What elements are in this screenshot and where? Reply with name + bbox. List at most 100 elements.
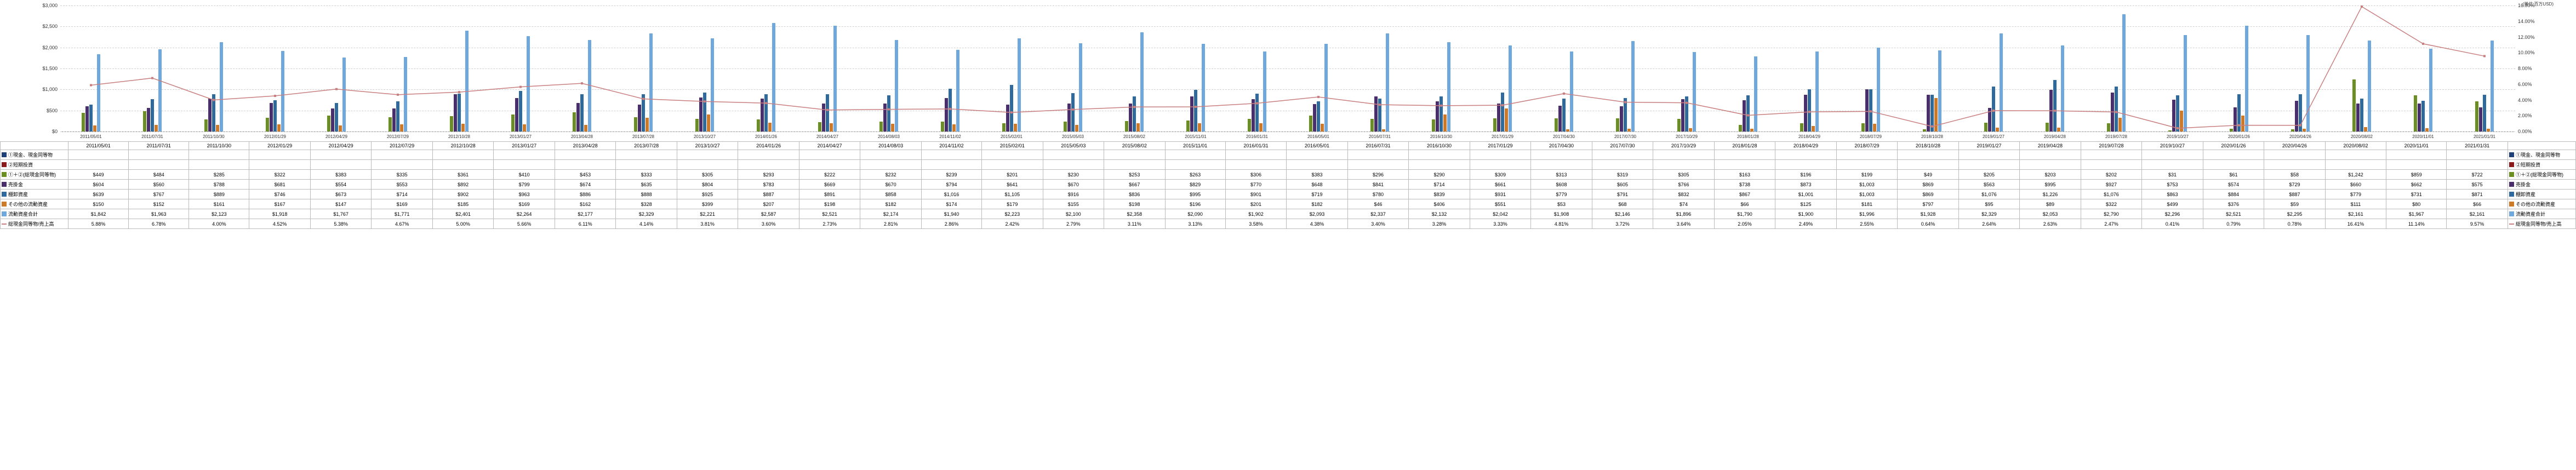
bar-s6: [277, 124, 281, 131]
data-cell: $58: [2264, 170, 2326, 180]
period-header: 2013/10/27: [677, 142, 738, 150]
bar-s7: [833, 26, 837, 131]
bar-s5: [826, 94, 829, 131]
data-cell: $232: [860, 170, 922, 180]
bar-s3: [450, 116, 453, 131]
period-header: 2019/10/27: [2142, 142, 2203, 150]
x-label: 2013/04/28: [551, 134, 613, 139]
bar-s5: [2053, 80, 2057, 131]
x-label: 2017/07/30: [1595, 134, 1656, 139]
data-cell: $888: [616, 190, 677, 199]
bar-s3: [2291, 129, 2294, 131]
data-cell: $1,896: [1653, 209, 1715, 219]
x-label: 2019/01/27: [1963, 134, 2024, 139]
data-cell: 4.00%: [189, 219, 249, 229]
data-cell: $95: [1958, 199, 2020, 209]
data-table: 2011/05/012011/07/312011/10/302012/01/29…: [0, 141, 2576, 229]
data-cell: [129, 160, 189, 170]
data-cell: $174: [921, 199, 981, 209]
data-cell: $674: [555, 180, 616, 190]
data-cell: $641: [982, 180, 1043, 190]
data-cell: $453: [555, 170, 616, 180]
bar-s6: [400, 124, 403, 131]
bar-s5: [2299, 94, 2302, 131]
data-cell: $484: [129, 170, 189, 180]
period-header: 2020/04/26: [2264, 142, 2326, 150]
data-cell: $867: [1714, 190, 1775, 199]
data-cell: 11.14%: [2386, 219, 2447, 229]
bar-s5: [1255, 94, 1259, 131]
data-cell: $660: [2325, 180, 2386, 190]
bar-s4: [147, 108, 150, 131]
bar-s6: [216, 125, 219, 131]
data-cell: $662: [2386, 180, 2447, 190]
row-label-right: 棚卸資産: [2508, 190, 2576, 199]
bar-s3: [573, 112, 576, 131]
period-header: 2017/10/29: [1653, 142, 1715, 150]
data-cell: $753: [2142, 180, 2203, 190]
data-cell: 2.86%: [921, 219, 981, 229]
data-cell: 3.11%: [1104, 219, 1166, 229]
x-label: 2012/01/29: [244, 134, 306, 139]
bar-s4: [1313, 104, 1316, 131]
x-label: 2018/07/29: [1840, 134, 1901, 139]
x-label: 2019/10/27: [2147, 134, 2208, 139]
data-cell: 3.64%: [1653, 219, 1715, 229]
bar-s4: [1374, 96, 1378, 131]
data-cell: [1531, 150, 1592, 160]
data-cell: $328: [616, 199, 677, 209]
data-cell: $863: [2142, 190, 2203, 199]
data-cell: [129, 150, 189, 160]
x-label: 2020/08/02: [2331, 134, 2392, 139]
data-cell: $669: [799, 180, 860, 190]
x-label: 2016/10/30: [1410, 134, 1472, 139]
data-cell: $892: [432, 180, 494, 190]
bar-s6: [1689, 128, 1692, 131]
data-cell: $916: [1043, 190, 1104, 199]
x-label: 2015/08/02: [1104, 134, 1165, 139]
bar-s7: [772, 23, 775, 131]
data-cell: $182: [860, 199, 922, 209]
x-label: 2020/11/01: [2392, 134, 2454, 139]
bar-s3: [2475, 101, 2478, 131]
data-cell: $66: [1714, 199, 1775, 209]
bar-s3: [389, 117, 392, 131]
x-label: 2014/01/26: [735, 134, 797, 139]
data-cell: [310, 160, 372, 170]
data-cell: [738, 150, 799, 160]
bar-s6: [1443, 114, 1447, 131]
data-cell: [860, 160, 922, 170]
data-cell: 6.11%: [555, 219, 616, 229]
period-header: 2015/08/02: [1104, 142, 1166, 150]
data-cell: 0.78%: [2264, 219, 2326, 229]
data-cell: $152: [129, 199, 189, 209]
data-cell: $2,521: [2203, 209, 2264, 219]
data-cell: $74: [1653, 199, 1715, 209]
data-cell: 0.41%: [2142, 219, 2203, 229]
bar-s7: [2368, 41, 2371, 131]
data-cell: $836: [1104, 190, 1166, 199]
period-header: 2011/10/30: [189, 142, 249, 150]
data-cell: $1,963: [129, 209, 189, 219]
bar-s5: [1562, 99, 1566, 131]
bar-s4: [1067, 104, 1071, 131]
x-label: 2013/07/28: [613, 134, 674, 139]
period-header: 2021/01/31: [2447, 142, 2508, 150]
data-cell: $161: [189, 199, 249, 209]
data-cell: $719: [1287, 190, 1348, 199]
data-cell: $554: [310, 180, 372, 190]
bar-s5: [949, 89, 952, 131]
data-cell: $2,177: [555, 209, 616, 219]
data-cell: [249, 150, 311, 160]
data-cell: $305: [1653, 170, 1715, 180]
period-header: 2020/01/26: [2203, 142, 2264, 150]
bar-s3: [634, 117, 637, 131]
bar-s5: [580, 94, 584, 131]
data-cell: [432, 150, 494, 160]
bar-s7: [1018, 38, 1021, 131]
data-cell: $182: [1287, 199, 1348, 209]
period-header: 2011/07/31: [129, 142, 189, 150]
x-label: 2019/07/28: [2086, 134, 2147, 139]
bar-s3: [2107, 123, 2110, 131]
data-cell: [1287, 160, 1348, 170]
